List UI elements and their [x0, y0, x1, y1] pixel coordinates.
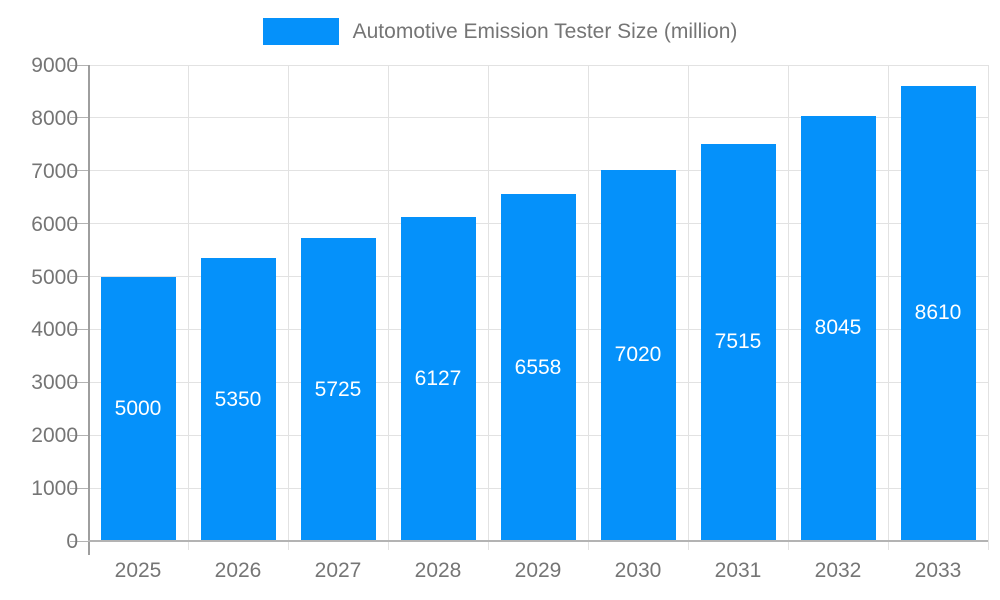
plot-area: 5000 5350 5725 6127 6558 7020 7515 8045 8610: [70, 64, 989, 555]
x-tick-label: 2032: [814, 559, 862, 582]
legend-swatch: [262, 18, 339, 45]
y-tick-mark: [70, 64, 88, 66]
y-tick-mark: [70, 276, 88, 278]
bar-value-label: 6558: [514, 355, 562, 379]
bar-value-label: 5725: [314, 377, 362, 401]
y-tick-mark: [70, 117, 88, 119]
v-gridline: [487, 65, 489, 550]
v-gridline: [387, 65, 389, 550]
y-tick-mark: [70, 381, 88, 383]
h-gridline: [88, 117, 988, 119]
v-gridline: [687, 65, 689, 550]
h-gridline: [88, 170, 988, 172]
bar: 5725: [300, 238, 376, 541]
bar: 6127: [400, 216, 476, 541]
v-gridline: [987, 65, 989, 550]
bar: 5350: [200, 258, 276, 541]
v-gridline: [187, 65, 189, 550]
y-tick-label: 1000: [31, 477, 78, 501]
bar-value-label: 6127: [414, 366, 462, 390]
x-tick-label: 2028: [414, 559, 462, 582]
legend[interactable]: Automotive Emission Tester Size (million…: [0, 18, 1000, 45]
y-tick-label: 0: [66, 530, 78, 553]
x-tick-label: 2027: [314, 559, 362, 582]
bar: 6558: [500, 194, 576, 541]
y-tick-label: 3000: [31, 371, 78, 395]
bar-value-label: 7515: [714, 330, 762, 354]
y-tick-mark: [70, 170, 88, 172]
legend-label: Automotive Emission Tester Size (million…: [352, 19, 738, 43]
v-gridline: [287, 65, 289, 550]
bar-value-label: 7020: [614, 343, 662, 367]
y-tick-mark: [70, 328, 88, 330]
x-tick-label: 2025: [114, 559, 162, 582]
h-gridline: [88, 64, 988, 66]
bar: 7020: [600, 169, 676, 541]
y-tick-label: 9000: [31, 54, 78, 77]
bar-value-label: 5000: [114, 396, 162, 420]
y-tick-mark: [70, 434, 88, 436]
v-gridline: [787, 65, 789, 550]
y-tick-label: 2000: [31, 424, 78, 448]
y-tick-label: 7000: [31, 159, 78, 183]
bar-value-label: 8610: [914, 301, 962, 325]
x-tick-label: 2030: [614, 559, 662, 582]
bar: 8610: [900, 85, 976, 541]
x-tick-label: 2026: [214, 559, 262, 582]
bar: 7515: [700, 143, 776, 541]
y-tick-label: 5000: [31, 265, 78, 289]
y-tick-label: 4000: [31, 318, 78, 342]
y-axis-line: [88, 65, 90, 555]
bar-value-label: 8045: [814, 316, 862, 340]
y-tick-mark: [70, 487, 88, 489]
bar: 8045: [800, 115, 876, 541]
v-gridline: [587, 65, 589, 550]
y-tick-mark: [70, 223, 88, 225]
bar: 5000: [100, 276, 176, 541]
bar-value-label: 5350: [214, 387, 262, 411]
x-tick-label: 2029: [514, 559, 562, 582]
x-tick-label: 2031: [714, 559, 762, 582]
x-axis-line: [88, 540, 988, 542]
x-tick-label: 2033: [914, 559, 962, 582]
v-gridline: [887, 65, 889, 550]
y-tick-label: 6000: [31, 212, 78, 236]
y-tick-mark: [70, 540, 88, 542]
y-tick-label: 8000: [31, 106, 78, 130]
